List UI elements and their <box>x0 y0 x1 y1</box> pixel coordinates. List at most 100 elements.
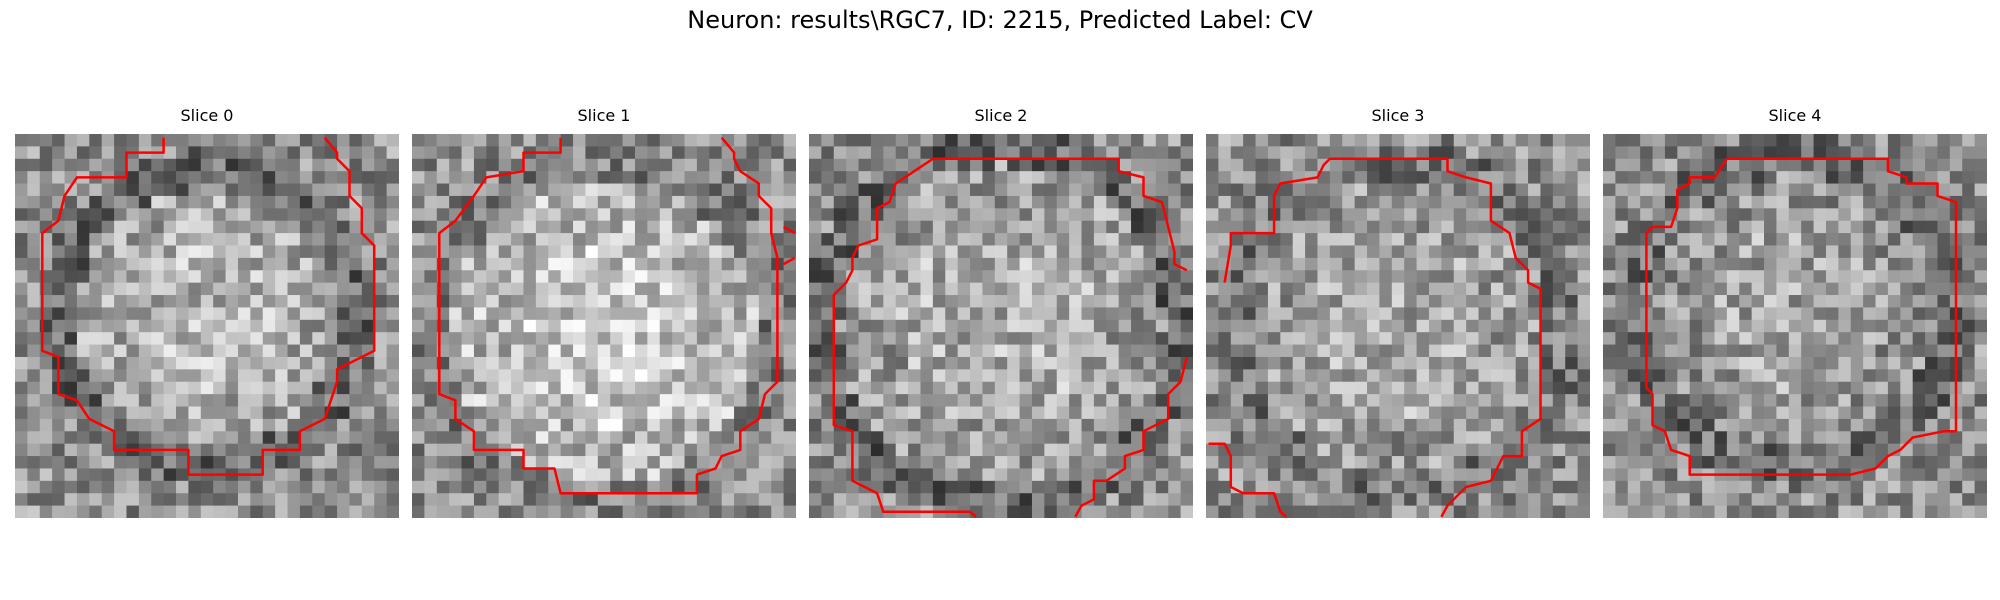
pixel-cell <box>1081 456 1095 469</box>
pixel-cell <box>89 146 103 160</box>
pixel-cell <box>1367 171 1380 185</box>
pixel-cell <box>1317 480 1331 494</box>
pixel-cell <box>188 245 202 259</box>
pixel-cell <box>883 245 897 259</box>
pixel-cell <box>312 369 326 383</box>
pixel-cell <box>1689 443 1703 457</box>
pixel-cell <box>52 270 66 284</box>
pixel-cell <box>573 493 586 507</box>
pixel-cell <box>895 208 909 222</box>
pixel-cell <box>498 208 512 222</box>
pixel-cell <box>1540 443 1554 457</box>
pixel-cell <box>709 319 723 333</box>
pixel-cell <box>511 134 524 147</box>
pixel-cell <box>1776 257 1790 271</box>
pixel-cell <box>560 319 574 333</box>
pixel-cell <box>1528 195 1541 209</box>
pixel-cell <box>1764 344 1777 358</box>
pixel-cell <box>89 307 103 321</box>
pixel-cell <box>1887 431 1901 445</box>
pixel-cell <box>1168 493 1182 507</box>
pixel-cell <box>1106 208 1120 222</box>
pixel-cell <box>1069 146 1083 160</box>
pixel-cell <box>361 319 375 333</box>
pixel-cell <box>610 220 624 234</box>
pixel-cell <box>1528 369 1541 383</box>
pixel-cell <box>1317 195 1331 209</box>
pixel-cell <box>758 344 772 358</box>
pixel-cell <box>498 344 512 358</box>
pixel-cell <box>597 394 611 408</box>
pixel-cell <box>262 270 276 284</box>
pixel-cell <box>1689 356 1703 370</box>
pixel-cell <box>970 282 983 296</box>
pixel-cell <box>970 344 983 358</box>
pixel-cell <box>957 282 971 296</box>
pixel-cell <box>721 270 735 284</box>
pixel-cell <box>1056 146 1070 160</box>
pixel-cell <box>833 220 847 234</box>
pixel-cell <box>1490 233 1504 246</box>
pixel-cell <box>213 270 227 284</box>
pixel-cell <box>52 233 66 246</box>
pixel-cell <box>1106 443 1120 457</box>
pixel-cell <box>473 220 487 234</box>
pixel-cell <box>1552 381 1566 395</box>
pixel-cell <box>1466 146 1480 160</box>
pixel-cell <box>213 134 227 147</box>
pixel-cell <box>1677 134 1691 147</box>
pixel-cell <box>1813 171 1827 185</box>
pixel-cell <box>1503 369 1517 383</box>
pixel-cell <box>1255 456 1269 469</box>
pixel-cell <box>1751 220 1765 234</box>
pixel-cell <box>151 233 165 246</box>
pixel-cell <box>932 195 946 209</box>
pixel-cell <box>1962 270 1976 284</box>
contour-line <box>832 157 977 518</box>
pixel-cell <box>1093 394 1107 408</box>
pixel-cell <box>1925 146 1938 160</box>
pixel-cell <box>1503 480 1517 494</box>
pixel-cell <box>1466 332 1480 346</box>
pixel-cell <box>721 493 735 507</box>
pixel-cell <box>783 307 796 321</box>
pixel-cell <box>560 233 574 246</box>
pixel-cell <box>39 158 53 172</box>
pixel-cell <box>1515 480 1529 494</box>
pixel-cell <box>1937 418 1951 432</box>
pixel-cell <box>1243 480 1257 494</box>
pixel-cell <box>188 480 202 494</box>
pixel-cell <box>1552 171 1566 185</box>
pixel-cell <box>809 406 822 420</box>
pixel-cell <box>870 456 884 469</box>
pixel-cell <box>758 319 772 333</box>
pixel-cell <box>337 270 350 284</box>
pixel-cell <box>101 493 115 507</box>
pixel-cell <box>1702 208 1715 222</box>
pixel-cell <box>709 208 723 222</box>
pixel-cell <box>1428 319 1442 333</box>
pixel-cell <box>809 480 822 494</box>
pixel-cell <box>920 270 934 284</box>
pixel-cell <box>1230 270 1244 284</box>
pixel-cell <box>883 208 897 222</box>
pixel-cell <box>1168 270 1182 284</box>
pixel-cell <box>386 158 399 172</box>
pixel-cell <box>52 171 66 185</box>
pixel-cell <box>250 332 264 346</box>
pixel-cell <box>349 394 363 408</box>
pixel-cell <box>1056 344 1070 358</box>
pixel-cell <box>1416 369 1430 383</box>
pixel-cell <box>1788 295 1802 308</box>
pixel-cell <box>1764 233 1777 246</box>
pixel-cell <box>374 480 388 494</box>
pixel-cell <box>1528 443 1541 457</box>
pixel-cell <box>1155 270 1169 284</box>
pixel-cell <box>1677 220 1691 234</box>
pixel-cell <box>746 406 760 420</box>
pixel-cell <box>659 295 673 308</box>
pixel-cell <box>573 158 586 172</box>
pixel-cell <box>126 381 140 395</box>
pixel-cell <box>809 257 822 271</box>
pixel-cell <box>1689 456 1703 469</box>
